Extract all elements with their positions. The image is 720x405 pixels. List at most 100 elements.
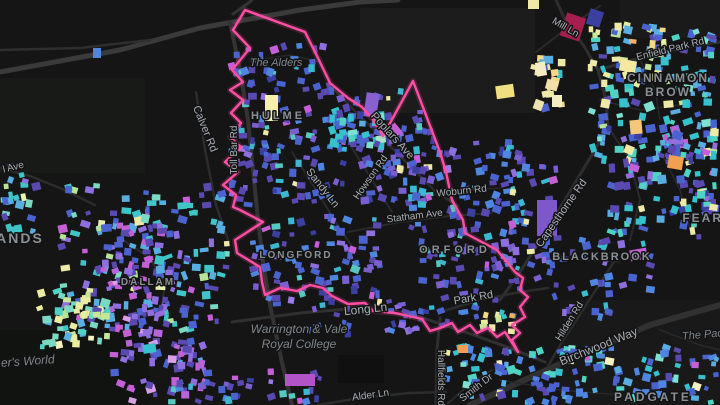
building — [57, 223, 69, 234]
building — [684, 383, 691, 392]
building — [116, 235, 125, 242]
building — [372, 246, 380, 251]
building — [121, 207, 132, 215]
building — [341, 146, 348, 152]
building — [471, 379, 480, 385]
building — [187, 352, 194, 362]
building — [151, 194, 161, 201]
building — [691, 361, 699, 369]
building — [103, 332, 110, 340]
building — [115, 252, 123, 260]
building — [401, 308, 410, 315]
building — [591, 387, 598, 394]
building — [385, 122, 403, 140]
building — [578, 236, 587, 244]
building — [80, 259, 87, 266]
building — [390, 154, 397, 162]
building — [72, 339, 80, 348]
building — [155, 284, 166, 291]
building — [592, 32, 598, 39]
building — [528, 177, 538, 188]
building — [369, 250, 378, 259]
building — [304, 325, 312, 334]
building — [89, 321, 99, 329]
building — [86, 287, 94, 293]
building — [482, 311, 489, 319]
building — [694, 111, 702, 118]
building — [517, 198, 526, 207]
building — [251, 252, 259, 260]
building — [64, 304, 75, 314]
building — [602, 71, 611, 79]
building — [75, 301, 84, 310]
building — [248, 66, 256, 74]
building — [458, 345, 468, 353]
building — [276, 142, 285, 150]
building — [42, 315, 52, 324]
building — [680, 151, 687, 158]
building — [690, 395, 700, 402]
building — [181, 391, 190, 399]
building — [507, 219, 517, 229]
boundary-outline — [221, 8, 530, 354]
building — [628, 87, 635, 97]
building — [492, 297, 499, 303]
poi-label-royal-college: Royal College — [262, 337, 337, 351]
building — [154, 242, 164, 249]
building — [251, 122, 259, 129]
building — [588, 26, 594, 33]
building — [667, 144, 678, 155]
building — [435, 280, 446, 289]
building — [341, 319, 347, 326]
building — [100, 223, 110, 233]
building — [620, 135, 628, 143]
building — [645, 261, 656, 269]
building — [121, 195, 130, 203]
building — [510, 168, 518, 178]
building — [310, 229, 317, 236]
building — [60, 264, 71, 272]
building — [114, 324, 121, 333]
building — [69, 229, 81, 238]
building — [484, 199, 496, 210]
building — [592, 362, 603, 372]
building — [553, 282, 559, 288]
building — [111, 223, 118, 230]
building — [309, 58, 316, 66]
building — [214, 318, 219, 325]
building — [283, 114, 292, 124]
building — [556, 69, 563, 79]
building — [548, 247, 554, 253]
building — [149, 357, 155, 367]
building — [597, 240, 604, 246]
building — [201, 290, 211, 300]
building — [297, 77, 306, 85]
building — [116, 222, 124, 229]
building — [559, 12, 587, 42]
building — [383, 159, 392, 168]
building — [229, 179, 237, 187]
building — [581, 289, 589, 298]
building — [358, 235, 368, 244]
boundary-layer — [220, 7, 531, 355]
building — [433, 273, 440, 280]
road-line — [499, 379, 621, 396]
building — [461, 249, 469, 255]
building — [105, 253, 114, 260]
building — [287, 217, 295, 225]
building — [214, 193, 226, 203]
building — [318, 290, 328, 296]
road-line — [467, 302, 720, 405]
building — [540, 243, 549, 250]
building — [553, 235, 562, 241]
building — [658, 123, 668, 134]
building — [535, 346, 545, 356]
building — [317, 162, 325, 171]
building — [476, 352, 486, 363]
building — [193, 314, 199, 320]
building — [258, 114, 265, 123]
building — [100, 267, 107, 272]
